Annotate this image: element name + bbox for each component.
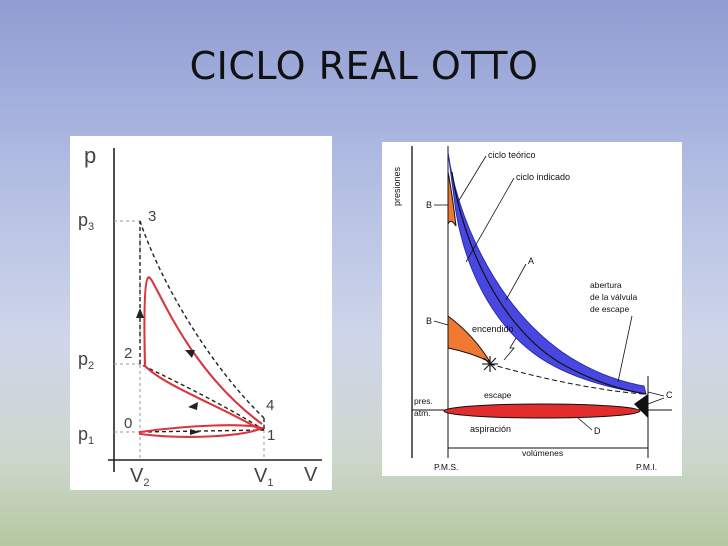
pms-label: P.M.S. — [434, 462, 458, 472]
indicated-expansion-curve — [451, 171, 647, 395]
label-c: C — [666, 390, 673, 400]
atm-label-line2: atm. — [414, 408, 431, 418]
tick-p2: p2 — [78, 349, 94, 372]
label-b-bottom: B — [426, 316, 432, 326]
point-label-1: 1 — [267, 427, 275, 444]
loss-area-b-top — [447, 171, 457, 227]
label-abertura-3: de escape — [590, 304, 629, 314]
label-encendido: encendido — [472, 324, 514, 334]
real-cycle-main-loop — [143, 276, 263, 431]
arrow-ignition — [136, 308, 144, 318]
pv-y-axis-label: p — [84, 143, 96, 168]
tick-p1: p1 — [78, 424, 94, 447]
label-escape: escape — [484, 390, 512, 400]
point-label-3: 3 — [148, 208, 156, 225]
arrow-pumping — [190, 429, 200, 435]
volumenes-label: volúmenes — [522, 448, 563, 458]
arrow-compression — [188, 402, 198, 410]
label-aspiracion: aspiración — [470, 424, 511, 434]
arrow-expansion — [185, 350, 195, 358]
leader-c — [647, 391, 665, 397]
point-label-4: 4 — [266, 397, 274, 414]
indicated-cycle-diagram: presiones pres. atm. volúmenes P.M.S. P.… — [392, 146, 673, 472]
exhaust-tail — [634, 394, 648, 418]
leader-d — [577, 417, 593, 431]
leader-b-bottom — [433, 320, 449, 326]
loss-area-b-bottom — [447, 314, 492, 364]
label-abertura-2: de la válvula — [590, 292, 638, 302]
indicated-cycle-panel: presiones pres. atm. volúmenes P.M.S. P.… — [382, 142, 682, 476]
theoretical-expansion-curve — [139, 220, 265, 419]
label-ciclo-teorico: ciclo teórico — [488, 150, 536, 160]
work-area-a — [447, 151, 647, 395]
label-ciclo-indicado: ciclo indicado — [516, 172, 570, 182]
leader-encendido — [503, 337, 517, 361]
pv-diagram: p V p3 p2 p1 V2 V1 3 2 0 4 1 — [78, 143, 322, 489]
compression-curve — [489, 363, 645, 395]
presiones-label: presiones — [392, 166, 402, 206]
pmi-label: P.M.I. — [636, 462, 657, 472]
leader-a — [505, 263, 527, 301]
ignition-star-icon — [482, 356, 498, 372]
leader-c-2 — [647, 397, 665, 405]
tick-v1: V1 — [254, 465, 273, 489]
pv-x-axis-label: V — [304, 464, 318, 486]
label-d: D — [594, 426, 601, 436]
theoretical-compression-curve — [139, 363, 265, 431]
leader-abertura — [617, 315, 633, 383]
point-label-2: 2 — [124, 345, 132, 362]
slide-title: CICLO REAL OTTO — [189, 44, 539, 88]
tick-v2: V2 — [130, 465, 149, 489]
leader-ciclo-indicado — [465, 177, 515, 263]
pumping-loop-d — [443, 403, 641, 419]
atm-label-line1: pres. — [414, 396, 433, 406]
point-label-0: 0 — [124, 415, 132, 432]
label-abertura-1: abertura — [590, 280, 622, 290]
label-b-top: B — [426, 200, 432, 210]
leader-ciclo-teorico — [457, 155, 487, 203]
pv-diagram-panel: p V p3 p2 p1 V2 V1 3 2 0 4 1 — [70, 136, 332, 490]
label-a: A — [528, 256, 534, 266]
tick-p3: p3 — [78, 210, 94, 233]
real-pumping-loop — [138, 424, 265, 438]
